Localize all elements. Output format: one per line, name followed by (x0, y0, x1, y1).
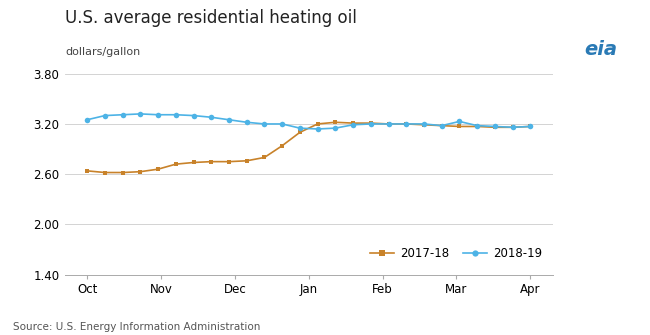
Text: dollars/gallon: dollars/gallon (65, 47, 140, 57)
Text: Source: U.S. Energy Information Administration: Source: U.S. Energy Information Administ… (13, 322, 261, 332)
Text: eia: eia (584, 40, 618, 59)
Text: U.S. average residential heating oil: U.S. average residential heating oil (65, 9, 357, 27)
Legend: 2017-18, 2018-19: 2017-18, 2018-19 (366, 242, 547, 265)
